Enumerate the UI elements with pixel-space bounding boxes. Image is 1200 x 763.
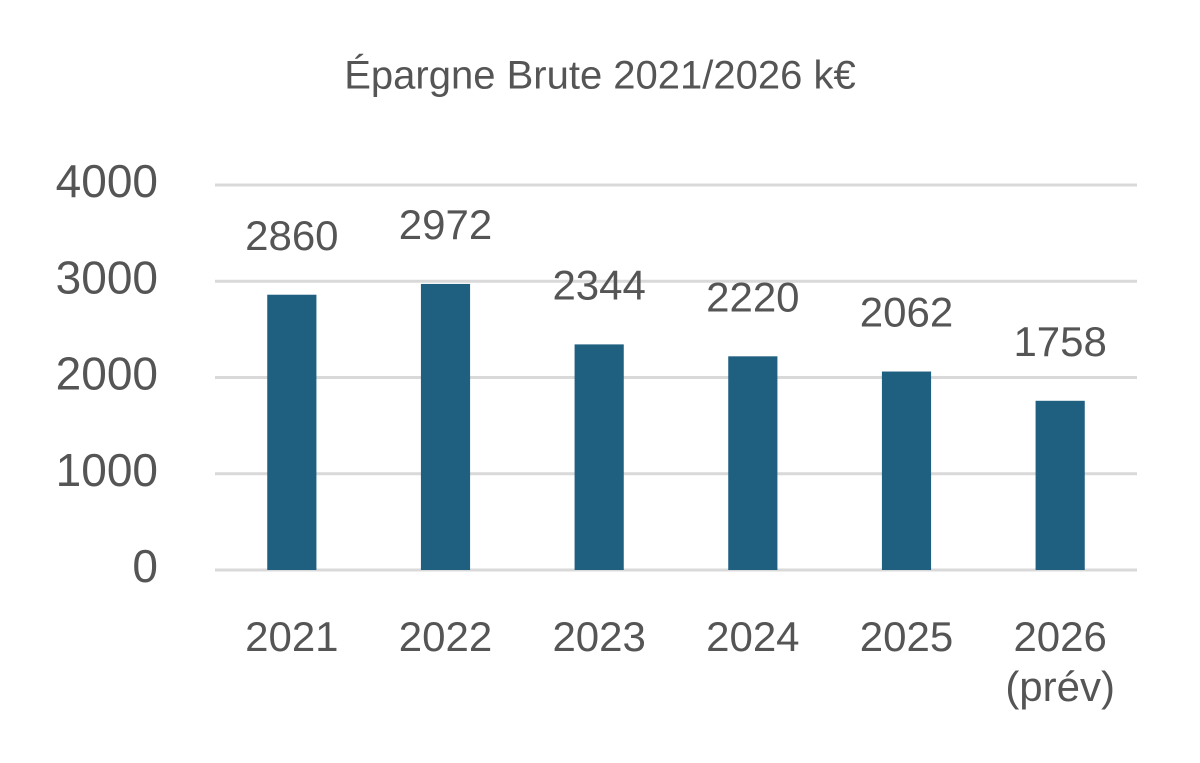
bar <box>574 344 624 570</box>
data-label: 1758 <box>1013 318 1106 365</box>
data-label: 2062 <box>860 289 953 336</box>
x-tick-label: 2026 (prév) <box>1005 613 1115 710</box>
data-label: 2344 <box>552 261 645 308</box>
data-label: 2860 <box>245 212 338 259</box>
chart-title: Épargne Brute 2021/2026 k€ <box>344 53 856 98</box>
y-tick-label: 2000 <box>56 348 158 400</box>
y-tick-label: 0 <box>132 540 158 592</box>
data-label: 2220 <box>706 273 799 320</box>
x-tick-label: 2022 <box>398 613 493 660</box>
bar <box>267 294 317 570</box>
x-tick-label: 2025 <box>859 613 954 660</box>
bar <box>728 356 778 570</box>
data-label: 2972 <box>399 201 492 248</box>
x-tick-label: 2024 <box>706 613 800 660</box>
x-tick-label: 2023 <box>552 613 646 660</box>
y-tick-label: 1000 <box>56 444 158 496</box>
bar <box>1035 400 1085 570</box>
y-tick-label: 3000 <box>56 251 158 303</box>
bar <box>420 283 471 570</box>
x-tick-label: 2021 <box>245 613 339 660</box>
bar <box>881 371 932 570</box>
y-tick-label: 4000 <box>56 155 158 207</box>
